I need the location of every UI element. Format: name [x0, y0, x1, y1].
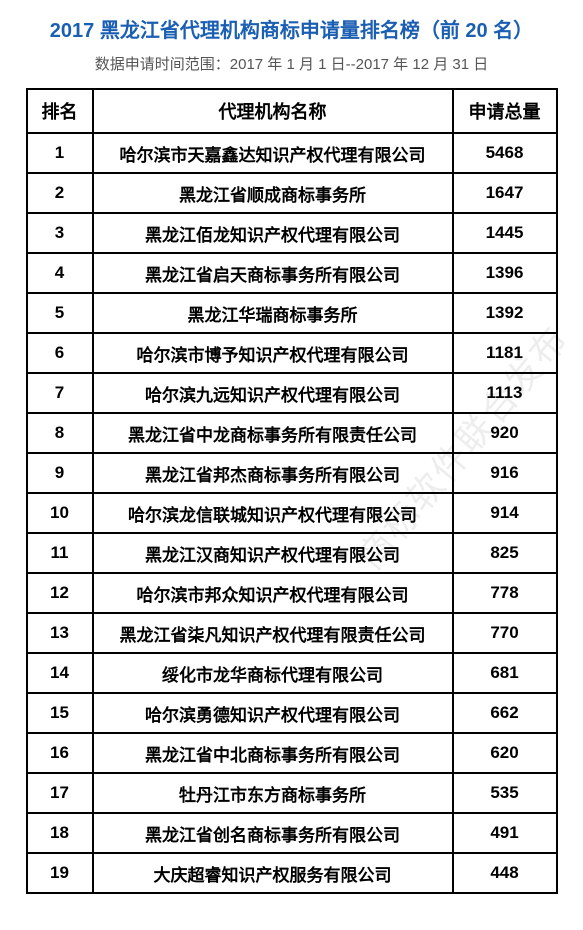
cell-name: 黑龙江省中北商标事务所有限公司: [93, 733, 453, 773]
cell-count: 920: [453, 413, 557, 453]
cell-rank: 17: [27, 773, 93, 813]
cell-count: 778: [453, 573, 557, 613]
cell-name: 哈尔滨龙信联城知识产权代理有限公司: [93, 493, 453, 533]
col-header-name: 代理机构名称: [93, 89, 453, 133]
page-title: 2017 黑龙江省代理机构商标申请量排名榜（前 20 名）: [0, 0, 583, 53]
cell-rank: 15: [27, 693, 93, 733]
cell-rank: 13: [27, 613, 93, 653]
cell-rank: 4: [27, 253, 93, 293]
table-row: 16黑龙江省中北商标事务所有限公司620: [27, 733, 557, 773]
cell-count: 825: [453, 533, 557, 573]
cell-count: 620: [453, 733, 557, 773]
cell-count: 1181: [453, 333, 557, 373]
date-range: 数据申请时间范围：2017 年 1 月 1 日--2017 年 12 月 31 …: [0, 53, 583, 88]
cell-name: 黑龙江汉商知识产权代理有限公司: [93, 533, 453, 573]
table-row: 15哈尔滨勇德知识产权代理有限公司662: [27, 693, 557, 733]
table-row: 10哈尔滨龙信联城知识产权代理有限公司914: [27, 493, 557, 533]
table-row: 18黑龙江省创名商标事务所有限公司491: [27, 813, 557, 853]
cell-rank: 1: [27, 133, 93, 173]
table-header-row: 排名 代理机构名称 申请总量: [27, 89, 557, 133]
cell-rank: 9: [27, 453, 93, 493]
cell-count: 535: [453, 773, 557, 813]
cell-name: 哈尔滨市邦众知识产权代理有限公司: [93, 573, 453, 613]
cell-rank: 12: [27, 573, 93, 613]
cell-name: 大庆超睿知识产权服务有限公司: [93, 853, 453, 893]
cell-rank: 6: [27, 333, 93, 373]
cell-name: 黑龙江省创名商标事务所有限公司: [93, 813, 453, 853]
cell-name: 绥化市龙华商标代理有限公司: [93, 653, 453, 693]
cell-count: 1392: [453, 293, 557, 333]
table-row: 17牡丹江市东方商标事务所535: [27, 773, 557, 813]
cell-count: 681: [453, 653, 557, 693]
cell-rank: 5: [27, 293, 93, 333]
cell-count: 448: [453, 853, 557, 893]
cell-count: 491: [453, 813, 557, 853]
table-row: 12哈尔滨市邦众知识产权代理有限公司778: [27, 573, 557, 613]
cell-rank: 3: [27, 213, 93, 253]
cell-rank: 18: [27, 813, 93, 853]
cell-rank: 10: [27, 493, 93, 533]
cell-name: 黑龙江省柒凡知识产权代理有限责任公司: [93, 613, 453, 653]
table-row: 7哈尔滨九远知识产权代理有限公司1113: [27, 373, 557, 413]
table-row: 14绥化市龙华商标代理有限公司681: [27, 653, 557, 693]
cell-name: 哈尔滨九远知识产权代理有限公司: [93, 373, 453, 413]
cell-count: 662: [453, 693, 557, 733]
ranking-table: 排名 代理机构名称 申请总量 1哈尔滨市天嘉鑫达知识产权代理有限公司54682黑…: [26, 88, 558, 894]
cell-name: 哈尔滨市天嘉鑫达知识产权代理有限公司: [93, 133, 453, 173]
table-row: 2黑龙江省顺成商标事务所1647: [27, 173, 557, 213]
table-row: 8黑龙江省中龙商标事务所有限责任公司920: [27, 413, 557, 453]
col-header-rank: 排名: [27, 89, 93, 133]
cell-name: 牡丹江市东方商标事务所: [93, 773, 453, 813]
cell-rank: 14: [27, 653, 93, 693]
cell-name: 黑龙江华瑞商标事务所: [93, 293, 453, 333]
table-row: 9黑龙江省邦杰商标事务所有限公司916: [27, 453, 557, 493]
table-row: 11黑龙江汉商知识产权代理有限公司825: [27, 533, 557, 573]
cell-rank: 11: [27, 533, 93, 573]
cell-rank: 8: [27, 413, 93, 453]
cell-name: 黑龙江省中龙商标事务所有限责任公司: [93, 413, 453, 453]
table-row: 5黑龙江华瑞商标事务所1392: [27, 293, 557, 333]
table-row: 6哈尔滨市博予知识产权代理有限公司1181: [27, 333, 557, 373]
cell-rank: 16: [27, 733, 93, 773]
cell-rank: 7: [27, 373, 93, 413]
col-header-count: 申请总量: [453, 89, 557, 133]
cell-name: 黑龙江佰龙知识产权代理有限公司: [93, 213, 453, 253]
cell-count: 914: [453, 493, 557, 533]
cell-count: 5468: [453, 133, 557, 173]
cell-count: 770: [453, 613, 557, 653]
cell-name: 黑龙江省启天商标事务所有限公司: [93, 253, 453, 293]
cell-count: 1113: [453, 373, 557, 413]
cell-name: 哈尔滨勇德知识产权代理有限公司: [93, 693, 453, 733]
table-row: 19大庆超睿知识产权服务有限公司448: [27, 853, 557, 893]
cell-count: 1445: [453, 213, 557, 253]
table-row: 13黑龙江省柒凡知识产权代理有限责任公司770: [27, 613, 557, 653]
table-row: 3黑龙江佰龙知识产权代理有限公司1445: [27, 213, 557, 253]
cell-name: 黑龙江省顺成商标事务所: [93, 173, 453, 213]
cell-rank: 19: [27, 853, 93, 893]
table-row: 4黑龙江省启天商标事务所有限公司1396: [27, 253, 557, 293]
cell-count: 916: [453, 453, 557, 493]
cell-count: 1647: [453, 173, 557, 213]
table-row: 1哈尔滨市天嘉鑫达知识产权代理有限公司5468: [27, 133, 557, 173]
cell-count: 1396: [453, 253, 557, 293]
cell-rank: 2: [27, 173, 93, 213]
cell-name: 黑龙江省邦杰商标事务所有限公司: [93, 453, 453, 493]
cell-name: 哈尔滨市博予知识产权代理有限公司: [93, 333, 453, 373]
